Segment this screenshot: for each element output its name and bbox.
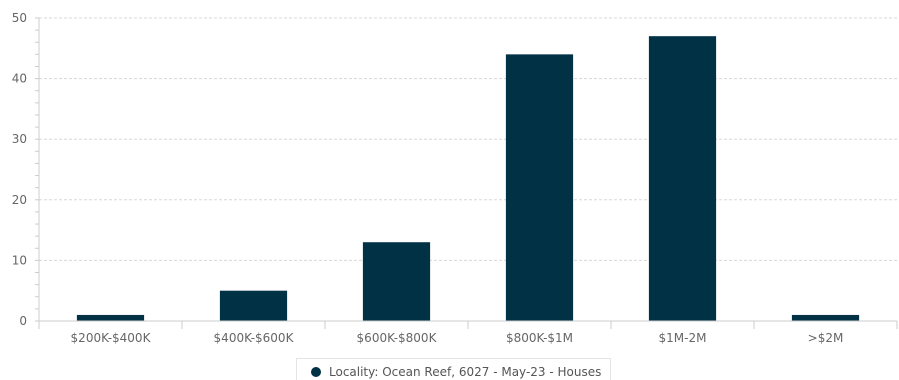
bar[interactable]	[362, 242, 431, 321]
y-tick-label: 20	[12, 193, 27, 207]
bar[interactable]	[791, 314, 860, 321]
x-tick-label: $200K-$400K	[71, 331, 152, 345]
y-tick-label: 50	[12, 11, 27, 25]
bar[interactable]	[505, 54, 574, 322]
x-tick-label: $1M-2M	[659, 331, 707, 345]
x-tick-label: $600K-$800K	[357, 331, 438, 345]
bar[interactable]	[76, 314, 145, 321]
tick-labels: 0 10 20 30 40 50 $200K-$400K $400K-$600K $600K-$…	[12, 11, 844, 345]
y-axis-minor-ticks	[35, 17, 39, 322]
y-tick-label: 40	[12, 72, 27, 86]
y-tick-label: 10	[12, 253, 27, 267]
y-tick-label: 0	[19, 314, 27, 328]
y-tick-label: 30	[12, 132, 27, 146]
x-tick-label: $800K-$1M	[506, 331, 573, 345]
bar[interactable]	[648, 36, 717, 322]
gridlines	[39, 17, 897, 261]
legend[interactable]: Locality: Ocean Reef, 6027 - May-23 - Ho…	[296, 358, 611, 380]
x-tick-label: $400K-$600K	[214, 331, 295, 345]
bars	[76, 36, 860, 322]
legend-label: Locality: Ocean Reef, 6027 - May-23 - Ho…	[329, 365, 602, 379]
bar[interactable]	[219, 290, 288, 321]
legend-swatch	[311, 367, 321, 377]
x-tick-label: >$2M	[808, 331, 844, 345]
axes	[38, 18, 898, 329]
